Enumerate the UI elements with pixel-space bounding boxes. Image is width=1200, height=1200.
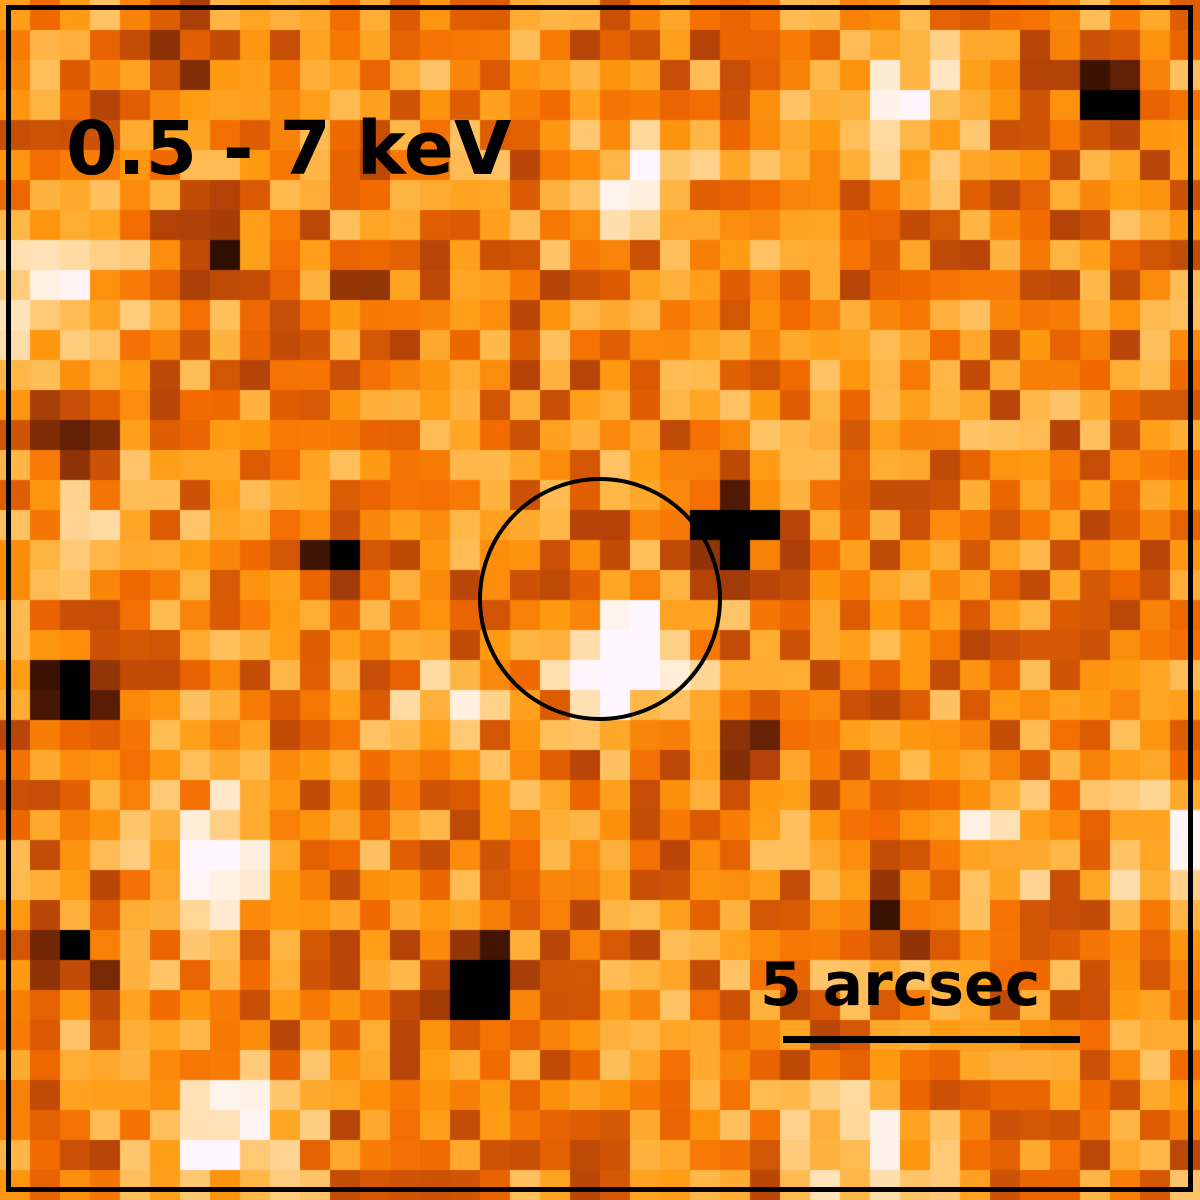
source-aperture-circle bbox=[478, 477, 722, 721]
energy-band-label: 0.5 - 7 keV bbox=[66, 106, 512, 192]
scale-bar bbox=[783, 1036, 1080, 1043]
scale-bar-label: 5 arcsec bbox=[760, 950, 1041, 1020]
